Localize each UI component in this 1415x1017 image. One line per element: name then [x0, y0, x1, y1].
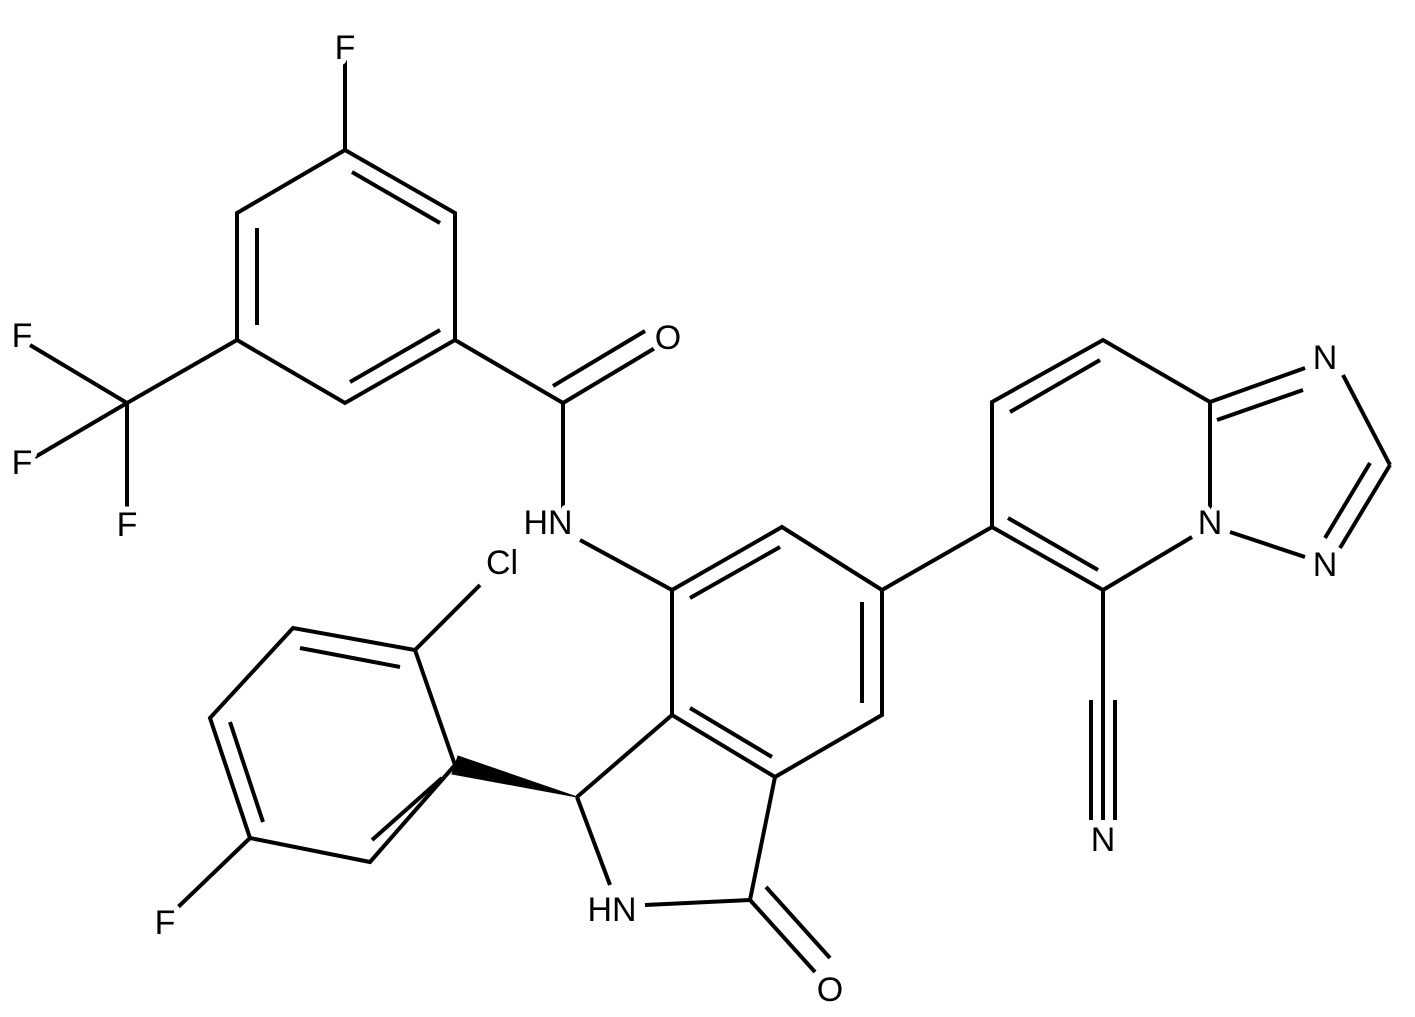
atom-label: O	[655, 319, 681, 357]
atom-label: HN	[523, 504, 572, 542]
atom-label: O	[817, 971, 843, 1009]
bonds	[28, 60, 1392, 974]
atom-label: N	[1091, 821, 1116, 859]
atom-label: F	[12, 317, 33, 355]
atom-label: F	[117, 506, 138, 544]
atom-label: N	[1313, 546, 1338, 584]
atom-label: F	[12, 444, 33, 482]
atom-label: N	[1198, 504, 1223, 542]
atom-label: HN	[587, 891, 636, 929]
atom-label: F	[335, 29, 356, 67]
atom-label: F	[155, 904, 176, 942]
atom-label: Cl	[486, 544, 518, 582]
atom-labels: F F F F O HN Cl N N N N F HN O	[6, 23, 1344, 1015]
atom-label: N	[1313, 339, 1338, 377]
